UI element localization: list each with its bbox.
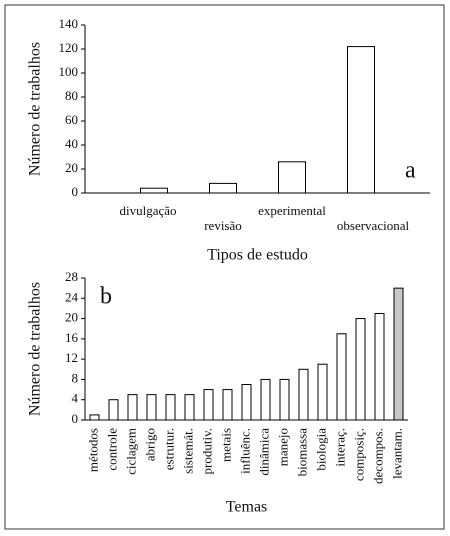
x-tick-label: métodos [85, 428, 100, 472]
bar [317, 363, 328, 421]
bar [278, 161, 306, 194]
x-tick-label: biomassa [294, 428, 309, 477]
x-tick-label: manejo [275, 428, 290, 466]
y-tick-label: 120 [59, 40, 79, 55]
bar [140, 187, 168, 194]
x-tick-label: interaç. [332, 428, 347, 467]
x-tick-label: divulgação [119, 203, 176, 218]
y-tick-label: 140 [59, 16, 79, 31]
x-axis-label: Temas [226, 499, 268, 516]
y-tick-label: 0 [72, 184, 79, 199]
x-tick-label: revisão [204, 218, 242, 233]
y-tick-label: 20 [65, 160, 78, 175]
x-tick-label: dinâmica [256, 428, 271, 476]
y-tick-label: 12 [65, 350, 78, 365]
x-tick-label: sistemát. [180, 428, 195, 474]
x-tick-label: decompos. [370, 428, 385, 484]
x-tick-label: composiç. [351, 428, 366, 481]
bar [298, 368, 309, 421]
x-tick-label: experimental [258, 203, 326, 218]
y-tick-label: 24 [65, 289, 79, 304]
y-tick-label: 40 [65, 136, 78, 151]
x-tick-label: estrutur. [161, 428, 176, 470]
x-axis-label: Tipos de estudo [207, 247, 308, 264]
y-tick-label: 4 [72, 391, 79, 406]
bar [260, 378, 271, 421]
frame [4, 4, 445, 530]
y-axis-label: Número de trabalhos [27, 42, 44, 176]
panel-label: a [405, 158, 416, 184]
y-tick-label: 100 [59, 64, 79, 79]
bar [209, 182, 237, 194]
bar [165, 394, 176, 421]
bar [146, 394, 157, 421]
panel-label: b [100, 284, 112, 310]
x-tick-label: controle [104, 428, 119, 471]
bar [279, 378, 290, 421]
x-tick-label: abrigo [142, 428, 157, 461]
bar [127, 394, 138, 421]
bar [222, 389, 233, 421]
y-tick-label: 28 [65, 269, 78, 284]
x-tick-label: observacional [337, 218, 410, 233]
x-tick-label: ciclagem [123, 428, 138, 475]
bar [108, 399, 119, 421]
bar [184, 394, 195, 421]
bar [393, 287, 404, 421]
y-tick-label: 20 [65, 310, 78, 325]
bar [203, 389, 214, 421]
y-tick-label: 80 [65, 88, 78, 103]
x-tick-label: levantam. [389, 428, 404, 479]
y-tick-label: 8 [72, 370, 79, 385]
y-tick-label: 0 [72, 411, 79, 426]
y-tick-label: 60 [65, 112, 78, 127]
bar [241, 384, 252, 421]
x-tick-label: biologia [313, 428, 328, 471]
y-tick-label: 16 [65, 330, 79, 345]
x-tick-label: metais [218, 428, 233, 462]
bar [336, 333, 347, 421]
x-tick-label: influênc. [237, 428, 252, 474]
bar [89, 414, 100, 421]
bar [374, 313, 385, 421]
bar [355, 318, 366, 421]
y-axis-label: Número de trabalhos [27, 282, 44, 416]
x-tick-label: produtiv. [199, 428, 214, 474]
bar [347, 46, 375, 194]
